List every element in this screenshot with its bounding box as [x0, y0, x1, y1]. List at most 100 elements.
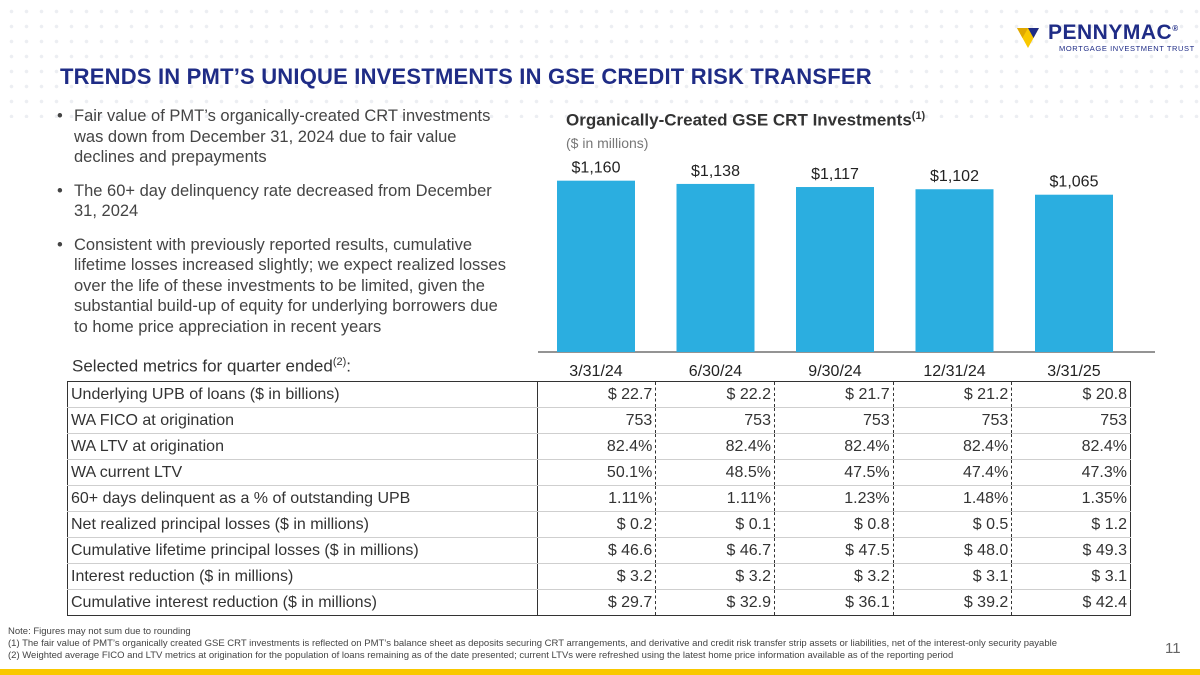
metric-value: $ 46.6	[536, 537, 657, 564]
footnotes: Note: Figures may not sum due to roundin…	[8, 626, 1158, 662]
metrics-table-label: Selected metrics for quarter ended(2):	[72, 356, 351, 376]
bar-9/30/24	[796, 187, 874, 352]
brand-name: PENNYMAC®	[1048, 21, 1179, 44]
metric-value: $ 20.8	[1011, 381, 1131, 408]
metric-value: $ 49.3	[1011, 537, 1131, 564]
metric-value: 1.48%	[893, 485, 1013, 512]
category-label: 3/31/24	[569, 363, 622, 380]
bottom-accent-bar	[0, 669, 1200, 675]
footnote: Note: Figures may not sum due to roundin…	[8, 626, 191, 637]
metric-value: 1.11%	[536, 485, 657, 512]
metric-value: $ 0.1	[655, 511, 775, 538]
table-row: WA current LTV 50.1% 48.5% 47.5% 47.4% 47.3%	[67, 459, 1131, 486]
footnote: (2) Weighted average FICO and LTV metric…	[8, 650, 954, 661]
metric-value: $ 47.5	[774, 537, 894, 564]
table-row: 60+ days delinquent as a % of outstandin…	[67, 485, 1131, 512]
metric-value: 1.11%	[655, 485, 775, 512]
pennymac-logo-mark	[1017, 28, 1039, 48]
bar-3/31/24	[557, 180, 635, 352]
metric-value: $ 3.1	[893, 563, 1013, 590]
table-row: WA LTV at origination 82.4% 82.4% 82.4% 82.4…	[67, 433, 1131, 460]
metric-label: WA LTV at origination	[67, 433, 538, 460]
metric-label: Net realized principal losses ($ in mill…	[67, 511, 538, 538]
brand-subtitle: MORTGAGE INVESTMENT TRUST	[1059, 44, 1195, 53]
metric-value: 50.1%	[536, 459, 657, 486]
category-label: 12/31/24	[923, 363, 985, 380]
bar-3/31/25	[1035, 194, 1113, 352]
table-row: Net realized principal losses ($ in mill…	[67, 511, 1131, 538]
table-row: Cumulative lifetime principal losses ($ …	[67, 537, 1131, 564]
bullet-dot-icon: •	[57, 107, 63, 125]
metric-value: $ 32.9	[655, 589, 775, 616]
table-row: Cumulative interest reduction ($ in mill…	[67, 589, 1131, 616]
metric-value: 47.3%	[1011, 459, 1131, 486]
data-label: $1,102	[930, 168, 979, 185]
metric-value: 753	[655, 407, 775, 434]
bar-12/31/24	[915, 189, 994, 352]
metric-value: 1.35%	[1011, 485, 1131, 512]
metric-label: Cumulative lifetime principal losses ($ …	[67, 537, 538, 564]
metric-value: $ 3.2	[536, 563, 657, 590]
metric-value: 82.4%	[1011, 433, 1131, 460]
metric-label: Underlying UPB of loans ($ in billions)	[67, 381, 538, 408]
metric-value: $ 42.4	[1011, 589, 1131, 616]
metric-value: $ 22.7	[536, 381, 657, 408]
metric-value: $ 3.2	[774, 563, 894, 590]
metrics-table: Underlying UPB of loans ($ in billions) $…	[67, 381, 1131, 616]
metric-value: 82.4%	[655, 433, 775, 460]
metric-value: $ 48.0	[893, 537, 1013, 564]
metric-label: Interest reduction ($ in millions)	[67, 563, 538, 590]
bullet-item: • The 60+ day delinquency rate decreased …	[57, 181, 492, 221]
page-number: 11	[1165, 640, 1181, 657]
bullet-dot-icon: •	[57, 235, 63, 254]
table-row: Interest reduction ($ in millions) $ 3.2 $…	[67, 563, 1131, 590]
dotted-background	[0, 0, 1200, 118]
footnote: (1) The fair value of PMT’s organically …	[8, 638, 1058, 649]
metric-value: 82.4%	[536, 433, 657, 460]
metric-value: 753	[774, 407, 894, 434]
data-label: $1,117	[811, 166, 859, 183]
metric-value: $ 0.2	[536, 511, 657, 538]
metric-value: 753	[536, 407, 657, 434]
metric-value: $ 21.7	[774, 381, 894, 408]
bullet-item: • Fair value of PMT’s organically-created…	[57, 107, 491, 166]
metric-value: $ 0.5	[893, 511, 1013, 538]
chart-subtitle: ($ in millions)	[566, 135, 649, 151]
metric-value: $ 46.7	[655, 537, 775, 564]
bullet-dot-icon: •	[57, 181, 63, 200]
metric-value: $ 3.2	[655, 563, 775, 590]
metric-value: 753	[1011, 407, 1131, 434]
page-title: TRENDS IN PMT’S UNIQUE INVESTMENTS IN GS…	[60, 64, 872, 89]
metric-value: 48.5%	[655, 459, 775, 486]
metric-value: 82.4%	[774, 433, 894, 460]
category-label: 9/30/24	[808, 363, 861, 380]
metric-value: $ 36.1	[774, 589, 894, 616]
category-label: 3/31/25	[1047, 363, 1100, 380]
metric-value: 47.4%	[893, 459, 1013, 486]
metric-value: $ 3.1	[1011, 563, 1131, 590]
table-row: WA FICO at origination 753 753 753 753 753	[67, 407, 1131, 434]
data-label: $1,065	[1050, 174, 1099, 191]
metric-value: 753	[893, 407, 1013, 434]
metric-label: Cumulative interest reduction ($ in mill…	[67, 589, 538, 616]
metric-value: $ 22.2	[655, 381, 775, 408]
metric-value: $ 0.8	[774, 511, 894, 538]
category-label: 6/30/24	[689, 363, 742, 380]
bullet-list: • Fair value of PMT’s organically-created…	[56, 106, 516, 350]
bar-6/30/24	[676, 183, 755, 352]
metric-value: 82.4%	[893, 433, 1013, 460]
table-row: Underlying UPB of loans ($ in billions) $…	[67, 381, 1131, 408]
chart-title: Organically-Created GSE CRT Investments(…	[566, 110, 926, 130]
data-label: $1,138	[691, 163, 740, 180]
metric-value: 47.5%	[774, 459, 894, 486]
metric-value: $ 39.2	[893, 589, 1013, 616]
metric-label: WA current LTV	[67, 459, 538, 486]
metric-value: 1.23%	[774, 485, 894, 512]
metric-label: WA FICO at origination	[67, 407, 538, 434]
metric-value: $ 29.7	[536, 589, 657, 616]
data-label: $1,160	[572, 160, 621, 177]
metric-label: 60+ days delinquent as a % of outstandin…	[67, 485, 538, 512]
metric-value: $ 21.2	[893, 381, 1013, 408]
metric-value: $ 1.2	[1011, 511, 1131, 538]
